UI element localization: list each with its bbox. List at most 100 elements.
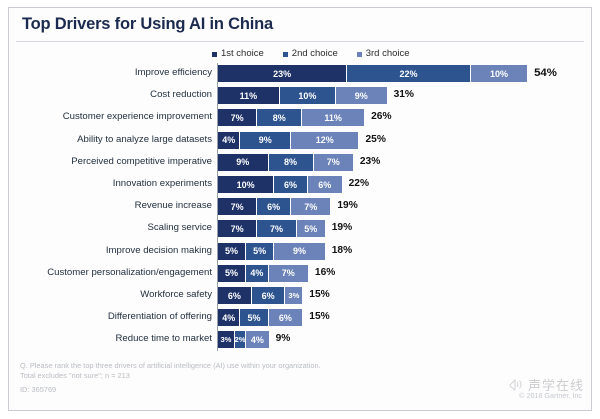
bar-segment-series2: 6% (274, 176, 308, 193)
bar-segment-series2: 6% (257, 198, 292, 216)
bar-segment-series1: 3% (218, 331, 235, 349)
legend-swatch-icon (356, 51, 362, 57)
chart-row[interactable]: Scaling service 7% 7% 5% 19% (16, 218, 584, 240)
chart-row[interactable]: Improve decision making 5% 5% 9% 18% (16, 241, 584, 263)
stacked-bar[interactable]: 4% 5% 6% (218, 309, 303, 327)
row-total-label: 23% (359, 155, 381, 167)
stacked-bar[interactable]: 11% 10% 9% (218, 87, 387, 105)
category-label: Customer experience improvement (62, 111, 212, 123)
bar-segment-series2: 9% (240, 131, 292, 149)
stacked-bar[interactable]: 23% 22% 10% (218, 65, 528, 82)
page-title: Top Drivers for Using AI in China (22, 15, 274, 33)
stacked-bar[interactable]: 4% 9% 12% (218, 131, 359, 149)
sound-wave-icon (509, 378, 522, 392)
bar-segment-series1: 4% (218, 131, 241, 149)
bar-segment-series2: 5% (246, 242, 275, 260)
footnote-id: ID: 365769 (20, 385, 57, 394)
category-label: Improve efficiency (134, 67, 212, 78)
bar-segment-series1: 23% (218, 65, 348, 82)
chart-row[interactable]: Ability to analyze large datasets 4% 9% 12%… (16, 130, 584, 152)
stacked-bar[interactable]: 7% 7% 5% (218, 220, 325, 238)
row-total-label: 9% (275, 333, 291, 345)
stacked-bar[interactable]: 7% 8% 11% (218, 109, 365, 127)
bar-segment-series1: 7% (218, 220, 258, 238)
bar-segment-series3: 11% (302, 109, 365, 127)
category-label: Perceived competitive imperative (71, 155, 212, 167)
chart-row[interactable]: Customer personalization/engagement 5% 4% 7… (16, 263, 584, 285)
footnote-sample: Total excludes "not sure"; n = 213 (20, 371, 130, 380)
bar-segment-series3: 6% (307, 176, 342, 193)
copyright-notice: © 2018 Gartner, Inc (519, 391, 582, 400)
bar-segment-series3: 7% (268, 264, 308, 282)
stacked-bar[interactable]: 7% 6% 7% (218, 198, 331, 216)
bar-segment-series3: 12% (291, 131, 359, 149)
bar-segment-series2: 8% (268, 153, 314, 171)
title-divider (16, 41, 584, 42)
row-total-label: 15% (309, 311, 330, 323)
bar-segment-series2: 10% (279, 87, 336, 105)
category-label: Reduce time to market (115, 333, 212, 345)
legend-swatch-icon (212, 51, 217, 57)
chart-plot-area: Improve efficiency 23% 22% 10% 54% Cost reduc… (16, 63, 584, 355)
chart-row[interactable]: Reduce time to market 3% 2% 4% 9% (16, 329, 584, 351)
category-label: Differentiation of offering (107, 311, 212, 323)
bar-segment-series2: 8% (257, 109, 303, 127)
bar-segment-series2: 7% (257, 220, 297, 238)
chart-row[interactable]: Revenue increase 7% 6% 7% 19% (16, 196, 584, 218)
chart-row[interactable]: Cost reduction 11% 10% 9% 31% (16, 85, 584, 107)
legend-label: 1st choice (221, 48, 264, 59)
bar-segment-series3: 4% (246, 331, 269, 349)
category-label: Customer personalization/engagement (47, 266, 212, 278)
category-label: Workforce safety (140, 289, 212, 300)
bar-segment-series1: 7% (218, 198, 258, 216)
stacked-bar[interactable]: 5% 4% 7% (218, 264, 308, 282)
bar-segment-series1: 5% (218, 264, 247, 282)
row-total-label: 26% (371, 111, 392, 123)
chart-row[interactable]: Perceived competitive imperative 9% 8% 7% 23… (16, 152, 584, 174)
category-label: Innovation experiments (112, 178, 212, 189)
bar-segment-series3: 10% (470, 65, 528, 82)
legend-item-2[interactable]: 2nd choice (282, 48, 338, 59)
bar-segment-series2: 22% (347, 65, 471, 82)
footnote-question: Q. Please rank the top three drivers of … (20, 361, 321, 370)
chart-row[interactable]: Customer experience improvement 7% 8% 11% 26… (16, 107, 584, 129)
category-label: Cost reduction (150, 89, 212, 101)
row-total-label: 18% (331, 244, 353, 256)
bar-segment-series1: 11% (218, 87, 280, 105)
row-total-label: 16% (314, 266, 336, 278)
bar-segment-series3: 6% (268, 309, 303, 327)
stacked-bar[interactable]: 3% 2% 4% (218, 331, 269, 349)
bar-segment-series3: 3% (285, 287, 303, 304)
chart-row[interactable]: Differentiation of offering 4% 5% 6% 15% (16, 307, 584, 329)
legend-item-1[interactable]: 1st choice (212, 48, 264, 59)
legend-swatch-icon (282, 51, 288, 57)
bar-segment-series1: 7% (218, 109, 258, 127)
row-total-label: 22% (348, 178, 370, 189)
bar-segment-series3: 9% (336, 87, 387, 105)
bar-segment-series3: 7% (313, 153, 353, 171)
stacked-bar[interactable]: 6% 6% 3% (218, 287, 303, 304)
chart-row[interactable]: Improve efficiency 23% 22% 10% 54% (16, 63, 584, 85)
stacked-bar[interactable]: 10% 6% 6% (218, 176, 342, 193)
bar-segment-series3: 7% (291, 198, 331, 216)
category-label: Ability to analyze large datasets (77, 133, 212, 145)
bar-segment-series1: 6% (218, 287, 252, 304)
category-label: Scaling service (147, 222, 212, 234)
chart-legend: 1st choice 2nd choice 3rd choice (212, 48, 410, 59)
bar-segment-series2: 4% (246, 264, 269, 282)
row-total-label: 54% (534, 67, 557, 79)
bar-segment-series3: 9% (274, 242, 325, 260)
chart-row[interactable]: Workforce safety 6% 6% 3% 15% (16, 285, 584, 307)
watermark-text: 声学在线 (527, 378, 584, 393)
row-total-label: 19% (331, 222, 353, 234)
bar-segment-series3: 5% (296, 220, 325, 238)
stacked-bar[interactable]: 5% 5% 9% (218, 242, 325, 260)
chart-row[interactable]: Innovation experiments 10% 6% 6% 22% (16, 174, 584, 196)
legend-item-3[interactable]: 3rd choice (356, 48, 410, 59)
legend-label: 3rd choice (365, 48, 410, 59)
category-label: Revenue increase (134, 200, 212, 212)
watermark-logo-icon (508, 378, 524, 392)
row-total-label: 25% (365, 133, 386, 145)
stacked-bar[interactable]: 9% 8% 7% (218, 153, 353, 171)
